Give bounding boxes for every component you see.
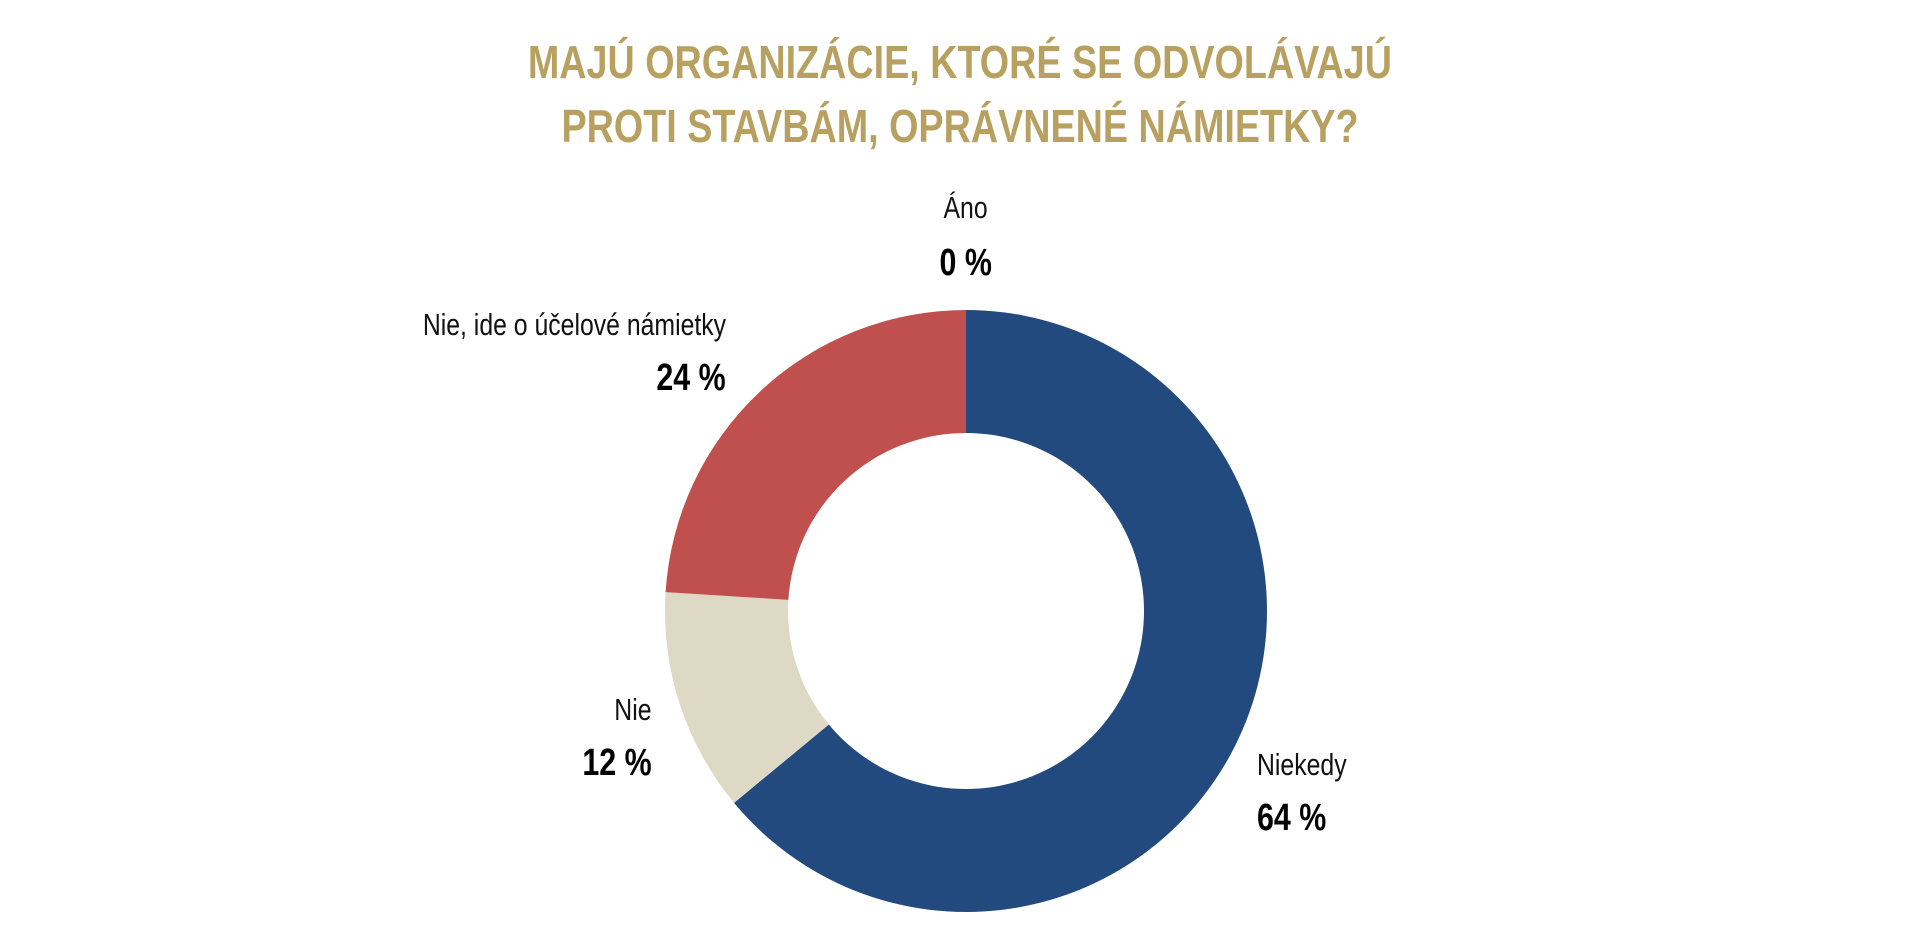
label-nie-ucelove: Nie, ide o účelové námietky xyxy=(422,307,726,342)
chart-title-line-2: PROTI STAVBÁM, OPRÁVNENÉ NÁMIETKY? xyxy=(560,100,1359,152)
value-nie-ucelove: 24 % xyxy=(656,357,726,399)
chart-title-line-1: MAJÚ ORGANIZÁCIE, KTORÉ SE ODVOLÁVAJÚ xyxy=(527,36,1392,88)
label-ano: Áno xyxy=(943,190,989,225)
value-niekedy: 64 % xyxy=(1257,797,1327,839)
value-nie: 12 % xyxy=(582,742,652,784)
slice-nie xyxy=(665,592,829,803)
label-nie: Nie xyxy=(614,692,652,727)
slice-nie-ide-o-účelové-námietky xyxy=(665,310,966,600)
value-ano: 0 % xyxy=(939,242,993,284)
chart-title: MAJÚ ORGANIZÁCIE, KTORÉ SE ODVOLÁVAJÚ PR… xyxy=(0,30,1919,158)
label-niekedy: Niekedy xyxy=(1257,747,1347,782)
slice-niekedy xyxy=(734,310,1267,913)
